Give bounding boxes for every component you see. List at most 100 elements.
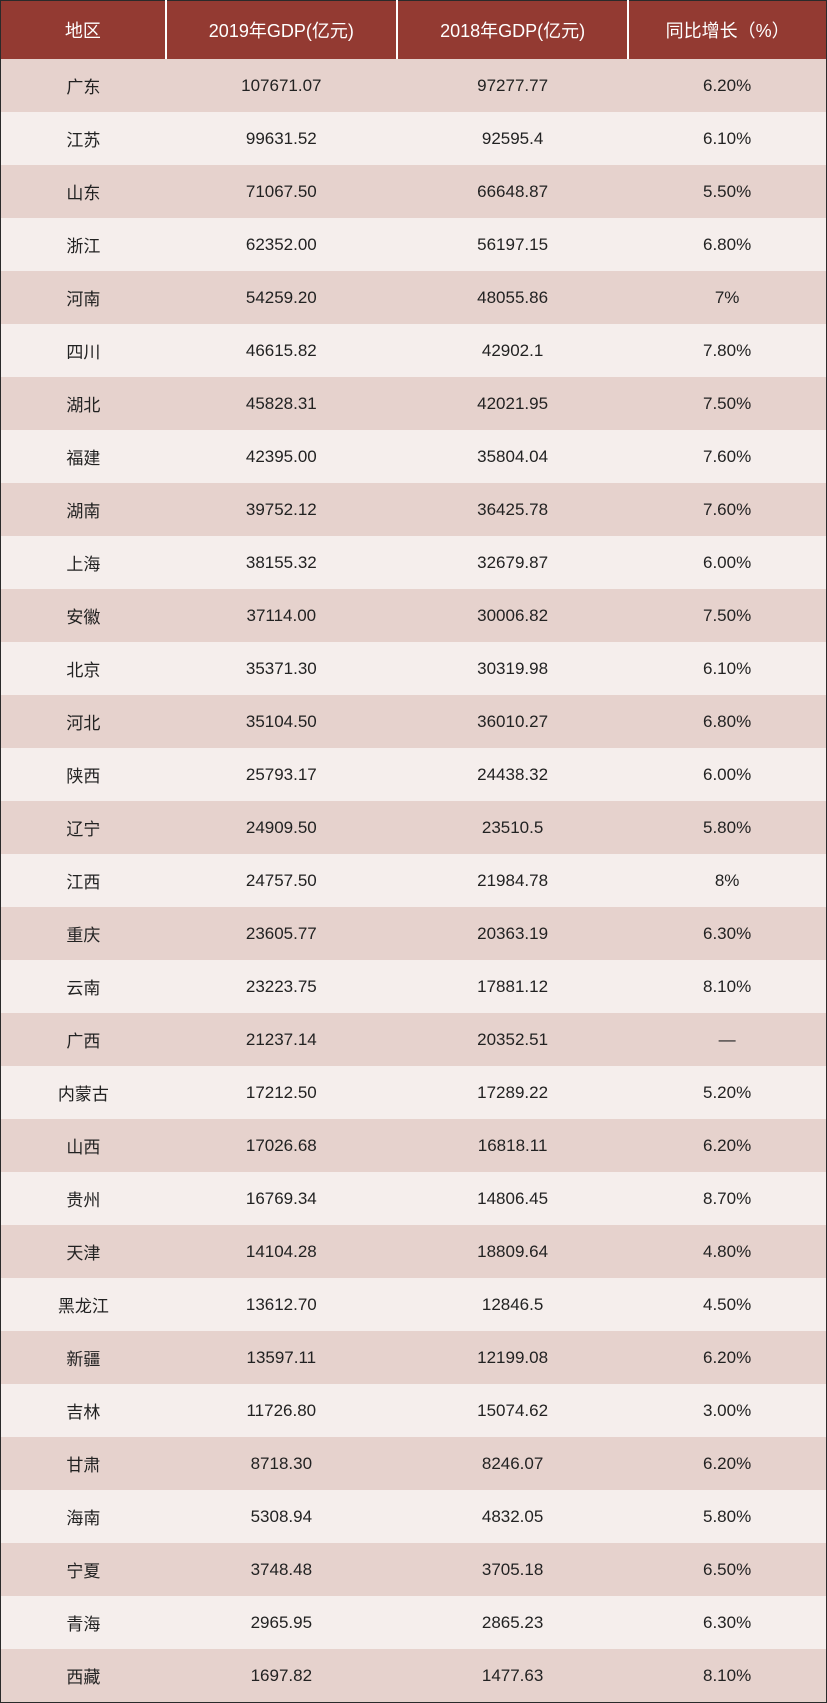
table-cell: 1697.82 bbox=[166, 1649, 397, 1703]
table-cell: 13597.11 bbox=[166, 1331, 397, 1384]
table-cell: 青海 bbox=[1, 1596, 166, 1649]
table-cell: 6.20% bbox=[628, 1331, 826, 1384]
table-cell: 45828.31 bbox=[166, 377, 397, 430]
table-cell: 上海 bbox=[1, 536, 166, 589]
table-cell: 20363.19 bbox=[397, 907, 628, 960]
table-row: 上海38155.3232679.876.00% bbox=[1, 536, 827, 589]
table-cell: 35104.50 bbox=[166, 695, 397, 748]
table-cell: 36010.27 bbox=[397, 695, 628, 748]
table-cell: 河南 bbox=[1, 271, 166, 324]
table-cell: 24438.32 bbox=[397, 748, 628, 801]
table-cell: 48055.86 bbox=[397, 271, 628, 324]
table-cell: 20352.51 bbox=[397, 1013, 628, 1066]
table-cell: 13612.70 bbox=[166, 1278, 397, 1331]
table-cell: 云南 bbox=[1, 960, 166, 1013]
table-cell: 8.70% bbox=[628, 1172, 826, 1225]
table-cell: 35371.30 bbox=[166, 642, 397, 695]
table-cell: 17212.50 bbox=[166, 1066, 397, 1119]
table-cell: 30319.98 bbox=[397, 642, 628, 695]
table-cell: 新疆 bbox=[1, 1331, 166, 1384]
table-cell: 2965.95 bbox=[166, 1596, 397, 1649]
table-cell: 42395.00 bbox=[166, 430, 397, 483]
table-cell: 6.10% bbox=[628, 642, 826, 695]
table-cell: 23510.5 bbox=[397, 801, 628, 854]
table-cell: 8.10% bbox=[628, 960, 826, 1013]
table-cell: — bbox=[628, 1013, 826, 1066]
table-cell: 4.50% bbox=[628, 1278, 826, 1331]
table-row: 贵州16769.3414806.458.70% bbox=[1, 1172, 827, 1225]
table-cell: 30006.82 bbox=[397, 589, 628, 642]
table-cell: 2865.23 bbox=[397, 1596, 628, 1649]
table-cell: 7% bbox=[628, 271, 826, 324]
table-cell: 四川 bbox=[1, 324, 166, 377]
table-cell: 97277.77 bbox=[397, 59, 628, 112]
table-cell: 62352.00 bbox=[166, 218, 397, 271]
table-cell: 8246.07 bbox=[397, 1437, 628, 1490]
table-cell: 8718.30 bbox=[166, 1437, 397, 1490]
table-cell: 12199.08 bbox=[397, 1331, 628, 1384]
table-cell: 8.10% bbox=[628, 1649, 826, 1703]
table-cell: 3.00% bbox=[628, 1384, 826, 1437]
table-row: 山东71067.5066648.875.50% bbox=[1, 165, 827, 218]
table-cell: 广东 bbox=[1, 59, 166, 112]
table-row: 北京35371.3030319.986.10% bbox=[1, 642, 827, 695]
table-cell: 陕西 bbox=[1, 748, 166, 801]
table-cell: 24757.50 bbox=[166, 854, 397, 907]
table-cell: 42902.1 bbox=[397, 324, 628, 377]
table-cell: 37114.00 bbox=[166, 589, 397, 642]
table-row: 湖南39752.1236425.787.60% bbox=[1, 483, 827, 536]
table-cell: 黑龙江 bbox=[1, 1278, 166, 1331]
table-row: 浙江62352.0056197.156.80% bbox=[1, 218, 827, 271]
table-row: 青海2965.952865.236.30% bbox=[1, 1596, 827, 1649]
table-cell: 7.50% bbox=[628, 377, 826, 430]
table-cell: 17289.22 bbox=[397, 1066, 628, 1119]
table-cell: 16818.11 bbox=[397, 1119, 628, 1172]
table-cell: 11726.80 bbox=[166, 1384, 397, 1437]
table-header-row: 地区 2019年GDP(亿元) 2018年GDP(亿元) 同比增长（%） bbox=[1, 1, 827, 60]
table-row: 广西21237.1420352.51— bbox=[1, 1013, 827, 1066]
table-cell: 甘肃 bbox=[1, 1437, 166, 1490]
table-cell: 天津 bbox=[1, 1225, 166, 1278]
table-cell: 38155.32 bbox=[166, 536, 397, 589]
table-cell: 辽宁 bbox=[1, 801, 166, 854]
table-cell: 23223.75 bbox=[166, 960, 397, 1013]
table-cell: 6.00% bbox=[628, 536, 826, 589]
table-cell: 35804.04 bbox=[397, 430, 628, 483]
table-cell: 广西 bbox=[1, 1013, 166, 1066]
table-cell: 吉林 bbox=[1, 1384, 166, 1437]
table-cell: 北京 bbox=[1, 642, 166, 695]
table-cell: 39752.12 bbox=[166, 483, 397, 536]
col-header-gdp-2018: 2018年GDP(亿元) bbox=[397, 1, 628, 60]
table-row: 福建42395.0035804.047.60% bbox=[1, 430, 827, 483]
table-cell: 46615.82 bbox=[166, 324, 397, 377]
table-cell: 15074.62 bbox=[397, 1384, 628, 1437]
table-cell: 32679.87 bbox=[397, 536, 628, 589]
table-cell: 7.60% bbox=[628, 483, 826, 536]
table-cell: 42021.95 bbox=[397, 377, 628, 430]
table-row: 宁夏3748.483705.186.50% bbox=[1, 1543, 827, 1596]
table-cell: 54259.20 bbox=[166, 271, 397, 324]
table-cell: 7.80% bbox=[628, 324, 826, 377]
table-cell: 21984.78 bbox=[397, 854, 628, 907]
table-cell: 河北 bbox=[1, 695, 166, 748]
table-cell: 6.80% bbox=[628, 695, 826, 748]
table-row: 重庆23605.7720363.196.30% bbox=[1, 907, 827, 960]
table-row: 陕西25793.1724438.326.00% bbox=[1, 748, 827, 801]
table-row: 内蒙古17212.5017289.225.20% bbox=[1, 1066, 827, 1119]
table-cell: 3705.18 bbox=[397, 1543, 628, 1596]
table-cell: 5.80% bbox=[628, 801, 826, 854]
table-row: 广东107671.0797277.776.20% bbox=[1, 59, 827, 112]
table-cell: 107671.07 bbox=[166, 59, 397, 112]
table-body: 广东107671.0797277.776.20%江苏99631.5292595.… bbox=[1, 59, 827, 1703]
gdp-table: 地区 2019年GDP(亿元) 2018年GDP(亿元) 同比增长（%） 广东1… bbox=[0, 0, 827, 1703]
table-row: 西藏1697.821477.638.10% bbox=[1, 1649, 827, 1703]
table-row: 黑龙江13612.7012846.54.50% bbox=[1, 1278, 827, 1331]
table-cell: 内蒙古 bbox=[1, 1066, 166, 1119]
table-cell: 1477.63 bbox=[397, 1649, 628, 1703]
table-row: 甘肃8718.308246.076.20% bbox=[1, 1437, 827, 1490]
table-cell: 5.20% bbox=[628, 1066, 826, 1119]
table-row: 海南5308.944832.055.80% bbox=[1, 1490, 827, 1543]
table-cell: 14806.45 bbox=[397, 1172, 628, 1225]
table-header: 地区 2019年GDP(亿元) 2018年GDP(亿元) 同比增长（%） bbox=[1, 1, 827, 60]
table-cell: 6.20% bbox=[628, 1437, 826, 1490]
